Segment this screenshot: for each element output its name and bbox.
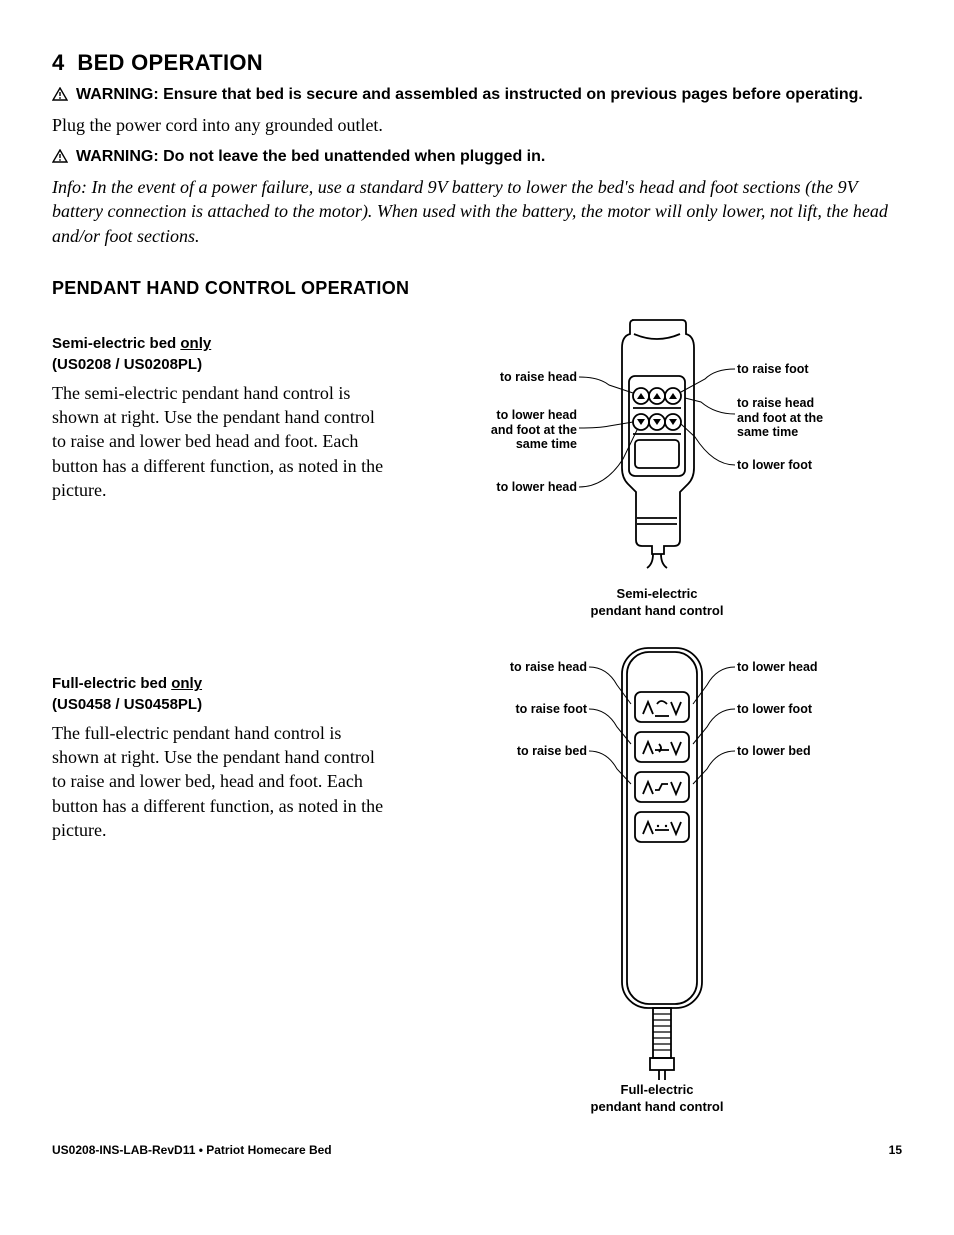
full-heading: Full-electric bed only (US0458 / US0458P… [52,674,392,715]
label-raise-foot-f: to raise foot [477,702,587,716]
warning-1-text: WARNING: Ensure that bed is secure and a… [76,84,863,106]
label-raise-bed-f: to raise bed [477,744,587,758]
label-lower-bed-f: to lower bed [737,744,811,758]
label-raise-head-foot: to raise headand foot at thesame time [737,396,847,439]
subsection-title: PENDANT HAND CONTROL OPERATION [52,276,902,300]
label-raise-head-f: to raise head [477,660,587,674]
label-lower-foot: to lower foot [737,458,812,472]
full-description: The full-electric pendant hand control i… [52,721,392,842]
semi-electric-row: Semi-electric bed only (US0208 / US0208P… [52,318,902,638]
section-title-text: BED OPERATION [77,50,263,75]
semi-description: The semi-electric pendant hand control i… [52,381,392,502]
body-info: Info: In the event of a power failure, u… [52,175,902,248]
label-raise-head: to raise head [457,370,577,384]
warning-2: WARNING: Do not leave the bed unattended… [52,146,902,168]
full-electric-row: Full-electric bed only (US0458 / US0458P… [52,644,902,1124]
label-lower-head-foot: to lower headand foot at thesame time [457,408,577,451]
full-caption: Full-electric pendant hand control [437,1082,877,1116]
semi-caption: Semi-electric pendant hand control [437,586,877,620]
section-title: 4 BED OPERATION [52,48,902,78]
label-lower-foot-f: to lower foot [737,702,812,716]
label-lower-head: to lower head [457,480,577,494]
warning-icon [52,87,68,101]
label-lower-head-f: to lower head [737,660,818,674]
section-number: 4 [52,50,65,75]
warning-1: WARNING: Ensure that bed is secure and a… [52,84,902,106]
page-footer: US0208-INS-LAB-RevD11 • Patriot Homecare… [52,1142,902,1158]
warning-2-text: WARNING: Do not leave the bed unattended… [76,146,545,168]
footer-left: US0208-INS-LAB-RevD11 • Patriot Homecare… [52,1142,332,1158]
semi-heading: Semi-electric bed only (US0208 / US0208P… [52,334,392,375]
warning-icon [52,149,68,163]
footer-page: 15 [889,1142,902,1158]
body-plug: Plug the power cord into any grounded ou… [52,113,902,137]
label-raise-foot: to raise foot [737,362,809,376]
